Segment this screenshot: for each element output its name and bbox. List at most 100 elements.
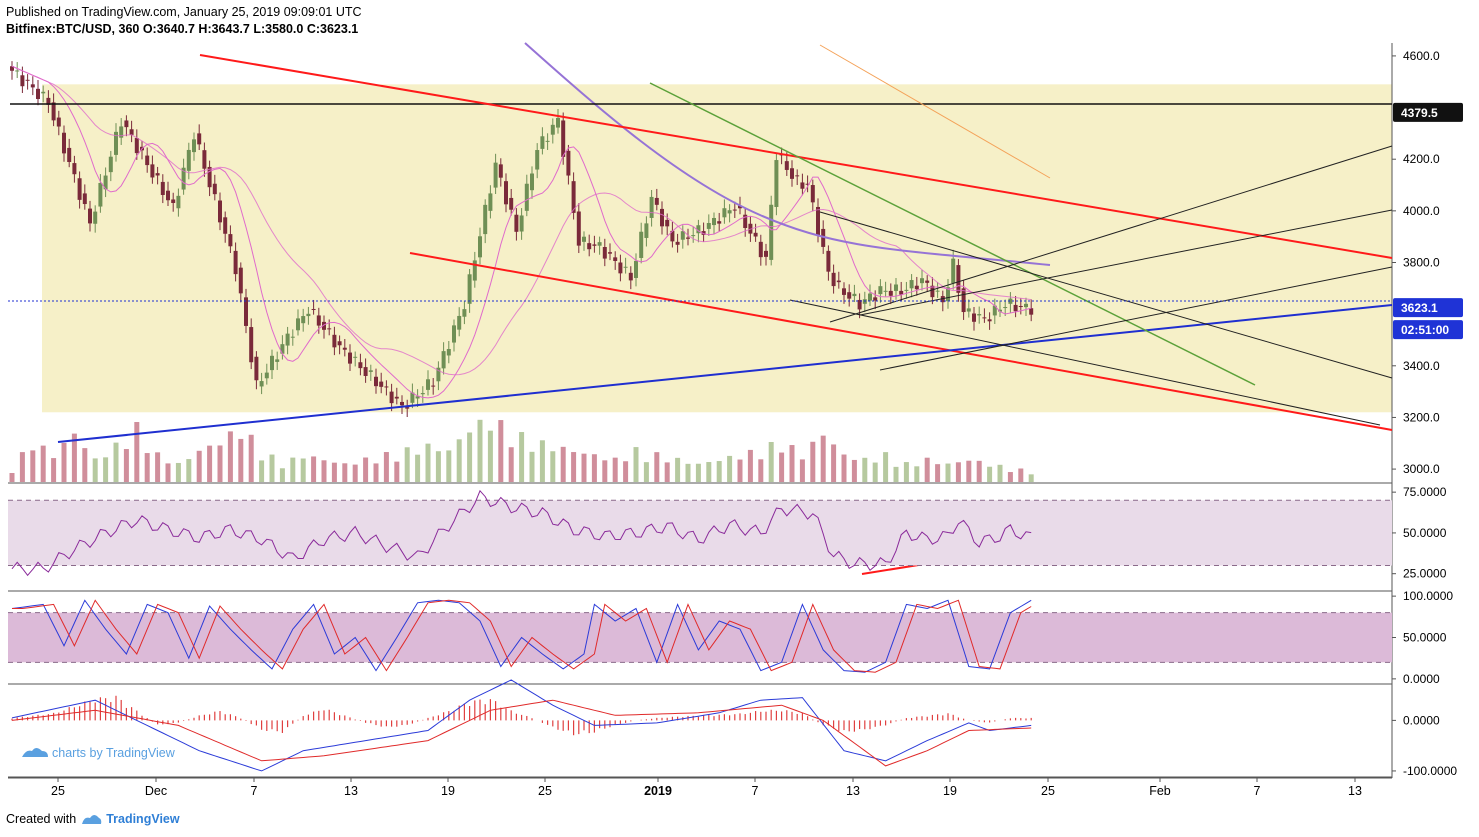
time-tick-label: 2019 xyxy=(644,784,672,798)
time-tick-label: 19 xyxy=(943,784,957,798)
candle-body xyxy=(946,287,950,302)
candle-body xyxy=(379,381,384,387)
candle-body xyxy=(405,407,410,409)
candle-body xyxy=(275,359,280,362)
candle-body xyxy=(446,349,451,356)
candle-body xyxy=(696,225,701,234)
volume-bar xyxy=(487,430,493,482)
price-tick-label: 3400.0 xyxy=(1403,359,1440,373)
candle-body xyxy=(951,258,956,284)
fan-line xyxy=(829,145,1393,323)
volume-bar xyxy=(19,452,25,482)
candle-body xyxy=(712,217,716,226)
volume-bar xyxy=(113,442,119,482)
volume-bar xyxy=(643,462,649,482)
candle-body xyxy=(998,309,1002,312)
candle-body xyxy=(358,362,363,369)
volume-bar xyxy=(747,449,753,482)
candle-body xyxy=(348,352,352,364)
indicator-tick-label: 50.0000 xyxy=(1403,631,1447,645)
candle-body xyxy=(249,327,254,363)
volume-bar xyxy=(435,451,441,482)
candle-body xyxy=(36,88,40,100)
price-label-text: 02:51:00 xyxy=(1401,323,1449,337)
candle-body xyxy=(462,309,467,317)
candle-body xyxy=(504,181,508,205)
volume-bar xyxy=(591,454,597,482)
volume-bar xyxy=(9,473,15,482)
green-trendline xyxy=(649,82,1256,386)
candle-body xyxy=(306,313,311,317)
footer-prefix: Created with xyxy=(6,812,77,826)
candle-body xyxy=(561,120,566,157)
candle-body xyxy=(285,333,290,346)
rsi-band xyxy=(8,500,1392,566)
candle-body xyxy=(836,280,841,283)
candle-body xyxy=(452,325,456,343)
volume-bar xyxy=(685,463,691,482)
time-tick-label: 19 xyxy=(441,784,455,798)
footer-brand[interactable]: TradingView xyxy=(106,812,180,826)
time-tick-label: Feb xyxy=(1149,784,1171,798)
volume-bar xyxy=(810,441,816,482)
volume-bar xyxy=(758,459,764,482)
candle-body xyxy=(920,278,924,284)
candle-body xyxy=(717,221,722,224)
volume-bar xyxy=(737,459,743,482)
candle-body xyxy=(166,190,170,201)
candle-body xyxy=(67,147,72,163)
volume-bar xyxy=(238,438,244,482)
candle-body xyxy=(857,299,862,310)
volume-bar xyxy=(519,432,525,482)
volume-bars xyxy=(9,419,1034,482)
candle-body xyxy=(1003,307,1008,309)
candle-body xyxy=(129,129,134,135)
volume-bar xyxy=(976,460,982,482)
candle-body xyxy=(181,167,186,190)
candle-body xyxy=(207,166,212,188)
volume-bar xyxy=(789,445,795,482)
candle-body xyxy=(680,231,685,240)
volume-bar xyxy=(571,452,577,482)
volume-bar xyxy=(446,450,452,482)
candle-body xyxy=(769,204,774,260)
candle-body xyxy=(82,193,87,205)
candle-body xyxy=(1018,306,1023,308)
volume-bar xyxy=(820,435,826,482)
candle-body xyxy=(400,401,404,406)
candle-body xyxy=(571,181,576,213)
candle-body xyxy=(30,84,35,88)
volume-bar xyxy=(903,462,909,482)
axes-grid xyxy=(8,43,1393,779)
candle-body xyxy=(514,214,519,232)
candle-body xyxy=(602,247,607,259)
candle-body xyxy=(51,102,56,121)
candle-body xyxy=(634,260,638,278)
volume-bar xyxy=(706,462,712,482)
indicator-tick-label: 0.0000 xyxy=(1403,672,1440,686)
volume-bar xyxy=(997,464,1003,482)
candle-body xyxy=(831,272,836,287)
candle-body xyxy=(457,315,462,330)
tradingview-logo-icon xyxy=(82,815,102,824)
orange-trendline xyxy=(819,44,1051,179)
candle-body xyxy=(644,223,649,238)
candle-body xyxy=(202,150,207,169)
time-tick-label: 13 xyxy=(1348,784,1362,798)
candle-body xyxy=(826,250,831,272)
volume-bar xyxy=(269,454,275,482)
candle-body xyxy=(103,175,108,190)
candle-body xyxy=(353,356,358,358)
candle-body xyxy=(171,199,176,203)
volume-bar xyxy=(352,464,358,482)
candle-body xyxy=(212,183,217,195)
candle-body xyxy=(62,132,66,154)
volume-bar xyxy=(529,451,535,482)
candle-body xyxy=(10,66,14,71)
candle-body xyxy=(623,266,628,268)
candle-body xyxy=(394,396,399,399)
candle-body xyxy=(1024,303,1028,308)
candle-body xyxy=(972,313,976,322)
candle-body xyxy=(706,223,711,229)
